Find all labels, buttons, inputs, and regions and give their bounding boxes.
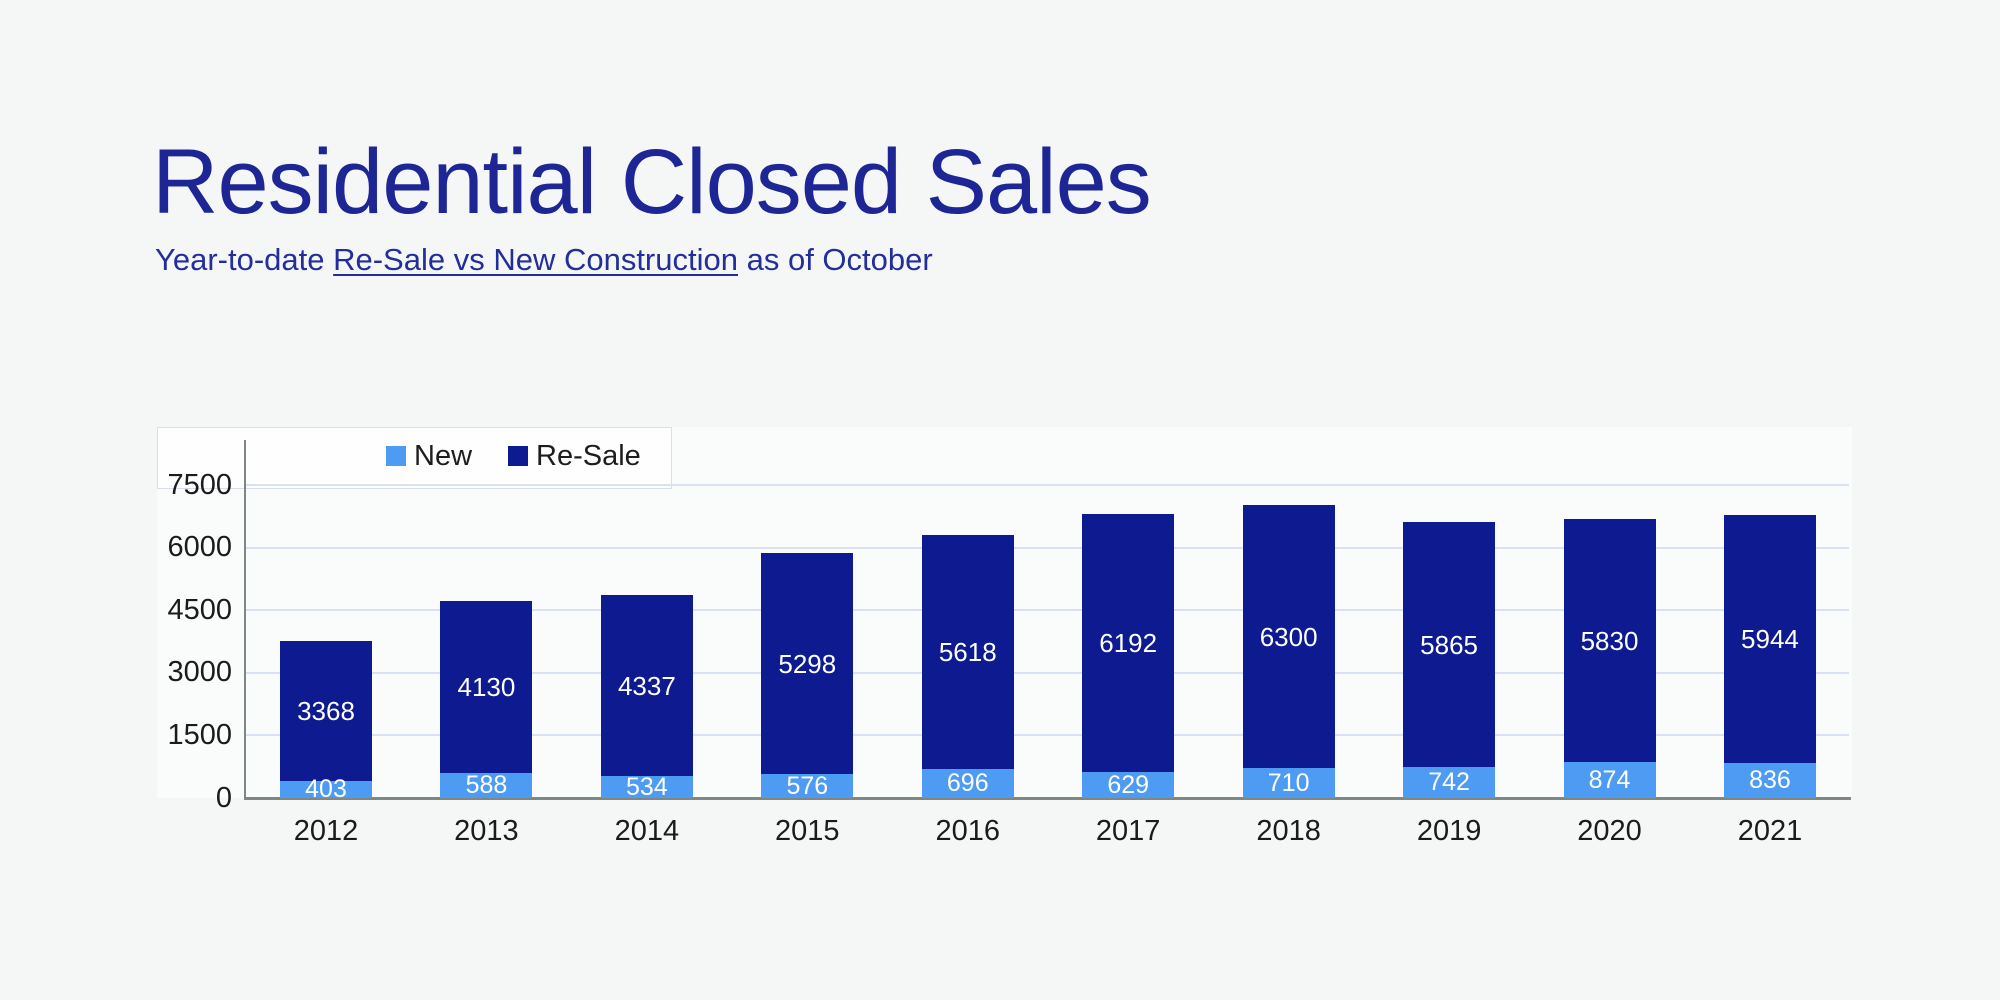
x-tick-label: 2012: [293, 814, 359, 847]
x-tick-label: 2017: [1095, 814, 1161, 847]
bar-segment-new: 696: [921, 769, 1014, 798]
bar-value-label: 742: [1428, 768, 1470, 796]
x-tick-label: 2015: [775, 814, 840, 847]
bar-segment-new: 576: [761, 771, 854, 800]
y-tick-label: 4500: [167, 593, 232, 626]
bar-value-label: 403: [305, 775, 347, 803]
legend: New Re-Sale: [386, 439, 641, 472]
bar-value-label: 5944: [1741, 624, 1799, 654]
x-tick-label: 2018: [1256, 814, 1321, 847]
bar-segment-new: 874: [1563, 762, 1656, 798]
bar-value-label: 6192: [1099, 628, 1158, 658]
bar-value-label: 6300: [1259, 621, 1318, 652]
bar-group-2017: 6192 629: [1082, 514, 1175, 799]
bar-value-label: 629: [1107, 770, 1150, 799]
bar-segment-new: 742: [1403, 767, 1496, 798]
bar-segment-resale: 3368: [280, 641, 372, 781]
bar-value-label: 5865: [1420, 629, 1478, 660]
x-tick-label: 2019: [1416, 814, 1482, 847]
bar-group-2021: 5944 836: [1723, 515, 1816, 798]
bar-value-label: 4337: [617, 670, 676, 701]
bar-value-label: 874: [1588, 765, 1631, 794]
gridline: [246, 671, 1849, 674]
bar-group-2013: 4130 588: [440, 601, 533, 799]
bar-group-2019: 5865 742: [1403, 522, 1496, 798]
bar-segment-new: 629: [1082, 770, 1175, 799]
bar-group-2020: 5830 874: [1563, 519, 1656, 798]
bar-segment-resale: 4130: [440, 601, 533, 773]
y-tick-label: 1500: [167, 718, 232, 751]
bar-value-label: 588: [465, 771, 508, 799]
bar-segment-new: 836: [1723, 763, 1816, 798]
bar-value-label: 3368: [297, 696, 355, 726]
legend-item-re-sale: Re-Sale: [508, 439, 641, 472]
page-subtitle: Year-to-date Re-Sale vs New Construction…: [155, 244, 933, 275]
bar-segment-new: 710: [1242, 768, 1335, 798]
gridline: [246, 484, 1849, 487]
legend-swatch-new: [386, 446, 406, 466]
bar-group-2016: 5618 696: [921, 535, 1014, 798]
bar-group-2014: 4337 534: [600, 595, 693, 801]
bar-segment-resale: 5618: [921, 535, 1014, 769]
bar-segment-resale: 5865: [1403, 522, 1496, 767]
x-tick-label: 2021: [1737, 814, 1803, 847]
bar-segment-new: 588: [440, 771, 533, 799]
legend-label: Re-Sale: [536, 439, 641, 472]
y-tick-label: 6000: [167, 531, 232, 564]
y-tick-label: 7500: [167, 468, 232, 501]
subtitle-prefix: Year-to-date: [155, 242, 334, 277]
bar-value-label: 710: [1267, 768, 1310, 797]
legend-card: [157, 427, 672, 489]
bar-group-2018: 6300 710: [1242, 505, 1335, 798]
legend-swatch-re-sale: [508, 446, 529, 466]
page-title: Residential Closed Sales: [152, 131, 1152, 233]
bar-value-label: 5618: [938, 637, 997, 667]
x-tick-label: 2014: [614, 814, 680, 847]
legend-label: New: [414, 439, 473, 472]
bar-segment-resale: 5830: [1563, 519, 1656, 762]
bar-segment-resale: 5298: [761, 553, 854, 774]
y-tick-label: 3000: [167, 656, 232, 689]
bar-group-2012: 3368 403: [280, 641, 372, 802]
bar-value-label: 696: [946, 769, 989, 797]
subtitle-suffix: as of October: [737, 242, 933, 277]
x-tick-label: 2020: [1577, 814, 1642, 847]
bar-group-2015: 5298 576: [761, 553, 854, 800]
bar-value-label: 5298: [778, 648, 837, 679]
subtitle-link[interactable]: Re-Sale vs New Construction: [333, 242, 738, 277]
bar-value-label: 836: [1749, 766, 1791, 794]
gridline: [246, 609, 1849, 612]
bar-segment-new: 534: [600, 772, 693, 801]
y-axis-line: [244, 440, 246, 798]
y-tick-label: 0: [215, 781, 232, 814]
legend-item-new: New: [386, 439, 473, 472]
bar-value-label: 576: [786, 771, 829, 800]
bar-segment-resale: 6192: [1082, 514, 1175, 772]
bar-value-label: 4130: [457, 672, 516, 702]
bar-value-label: 534: [626, 772, 668, 801]
gridline: [246, 546, 1849, 549]
gridline: [246, 734, 1849, 737]
bar-segment-new: 403: [280, 777, 372, 802]
bar-segment-resale: 6300: [1242, 505, 1335, 768]
bar-segment-resale: 4337: [600, 595, 693, 776]
bar-value-label: 5830: [1580, 625, 1639, 656]
x-axis-line: [244, 797, 1851, 800]
x-tick-label: 2013: [454, 814, 519, 847]
bar-segment-resale: 5944: [1723, 515, 1816, 763]
x-tick-label: 2016: [935, 814, 1000, 847]
